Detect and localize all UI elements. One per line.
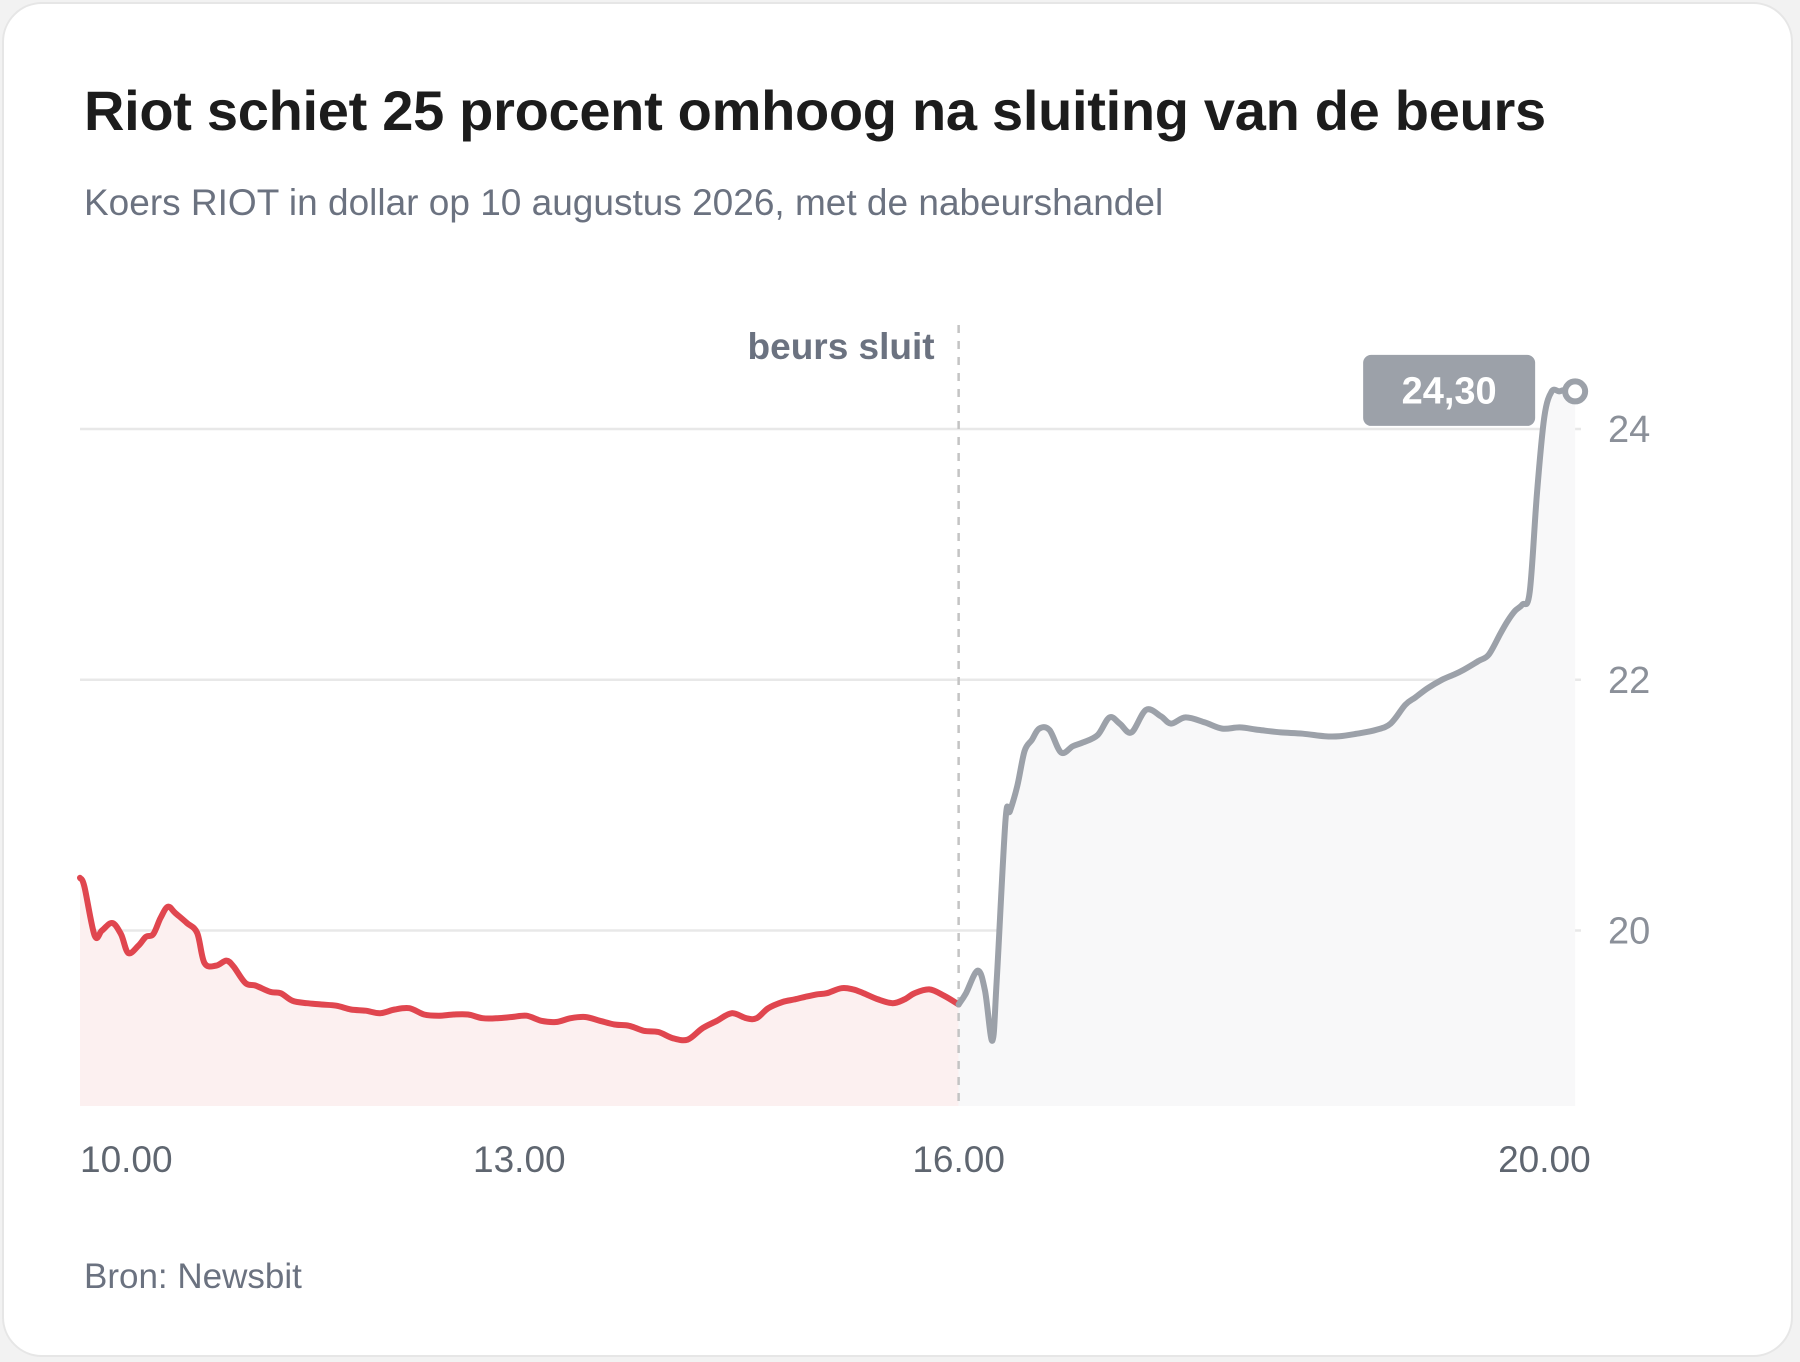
- area-regular: [80, 877, 959, 1106]
- y-axis: 20 22 24: [1608, 409, 1650, 952]
- y-tick-label-20: 20: [1608, 910, 1650, 952]
- last-price-marker: 24,30: [1363, 354, 1589, 426]
- last-price-label: 24,30: [1402, 370, 1497, 412]
- x-tick-label-13.00: 13.00: [473, 1139, 566, 1180]
- source-note: Bron: Newsbit: [84, 1257, 302, 1296]
- area-fills: [80, 389, 1576, 1106]
- market-close-label: beurs sluit: [748, 326, 935, 367]
- line-regular: [77, 874, 962, 1044]
- x-tick-label-16.00: 16.00: [912, 1139, 1005, 1180]
- area-after-hours: [958, 389, 1576, 1106]
- close-annotation: beurs sluit: [748, 325, 960, 1106]
- x-axis: 10.00 13.00 16.00 20.00: [80, 1139, 1591, 1180]
- last-price-dot: [1562, 378, 1589, 405]
- x-tick-label-10.00: 10.00: [80, 1139, 173, 1180]
- chart-title: Riot schiet 25 procent omhoog na sluitin…: [84, 79, 1546, 142]
- series-lines: [77, 386, 1579, 1044]
- y-tick-label-24: 24: [1608, 409, 1650, 451]
- line-after-hours: [955, 386, 1579, 1044]
- y-tick-label-22: 22: [1608, 660, 1650, 702]
- x-tick-label-20.00: 20.00: [1498, 1139, 1591, 1180]
- chart-subtitle: Koers RIOT in dollar op 10 augustus 2026…: [84, 182, 1164, 223]
- last-price-badge: [1363, 354, 1536, 426]
